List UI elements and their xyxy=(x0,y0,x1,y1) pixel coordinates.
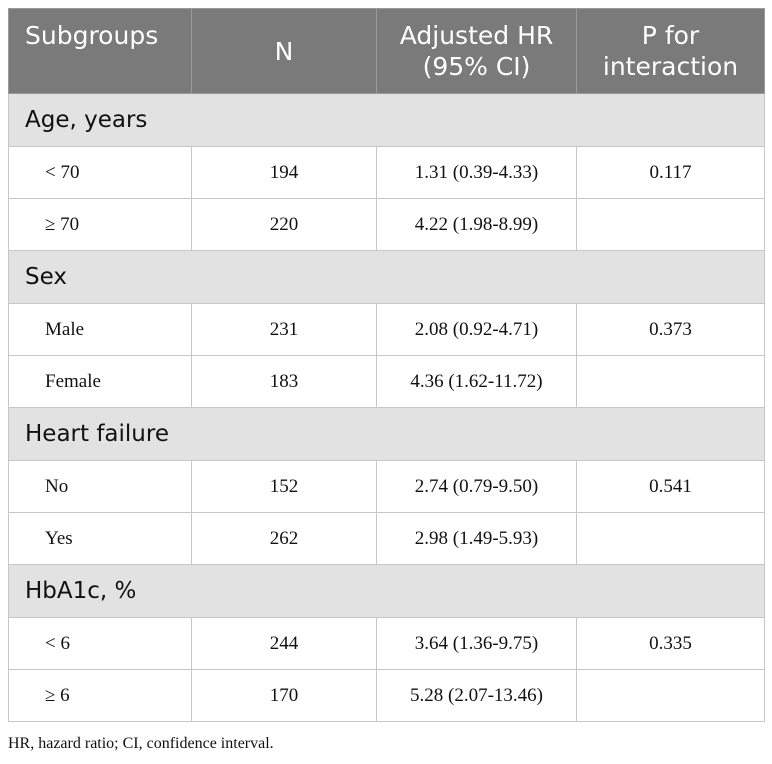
cell-subgroup: Yes xyxy=(8,512,192,565)
cell-subgroup: No xyxy=(8,460,192,513)
table-row: No 152 2.74 (0.79-9.50) 0.541 xyxy=(8,460,765,513)
cell-subgroup: < 70 xyxy=(8,146,192,199)
table-row: ≥ 70 220 4.22 (1.98-8.99) xyxy=(8,198,765,251)
cell-hr: 2.98 (1.49-5.93) xyxy=(376,512,577,565)
cell-n: 244 xyxy=(191,617,377,670)
subgroup-table-container: Subgroups N Adjusted HR (95% CI) P for i… xyxy=(8,8,765,722)
group-row-hba1c: HbA1c, % xyxy=(8,564,765,618)
table-header-row: Subgroups N Adjusted HR (95% CI) P for i… xyxy=(8,8,765,94)
cell-hr: 5.28 (2.07-13.46) xyxy=(376,669,577,722)
cell-hr: 2.74 (0.79-9.50) xyxy=(376,460,577,513)
header-adjusted-hr-line2: (95% CI) xyxy=(422,52,531,81)
header-n: N xyxy=(191,8,377,94)
cell-subgroup: Female xyxy=(8,355,192,408)
group-label: Sex xyxy=(8,250,765,304)
header-p-interaction-line1: P for xyxy=(641,21,700,50)
header-p-interaction-line2: interaction xyxy=(602,52,739,81)
cell-n: 183 xyxy=(191,355,377,408)
group-label: Heart failure xyxy=(8,407,765,461)
group-row-heart-failure: Heart failure xyxy=(8,407,765,461)
group-row-sex: Sex xyxy=(8,250,765,304)
cell-hr: 2.08 (0.92-4.71) xyxy=(376,303,577,356)
group-label: Age, years xyxy=(8,93,765,147)
table-footnote: HR, hazard ratio; CI, confidence interva… xyxy=(8,735,274,752)
cell-p xyxy=(576,512,765,565)
cell-subgroup: Male xyxy=(8,303,192,356)
cell-p: 0.335 xyxy=(576,617,765,670)
group-row-age: Age, years xyxy=(8,93,765,147)
cell-n: 231 xyxy=(191,303,377,356)
table-row: Yes 262 2.98 (1.49-5.93) xyxy=(8,512,765,565)
cell-hr: 3.64 (1.36-9.75) xyxy=(376,617,577,670)
cell-n: 152 xyxy=(191,460,377,513)
cell-p xyxy=(576,669,765,722)
subgroup-analysis-table: Subgroups N Adjusted HR (95% CI) P for i… xyxy=(8,8,765,722)
cell-n: 170 xyxy=(191,669,377,722)
table-row: Female 183 4.36 (1.62-11.72) xyxy=(8,355,765,408)
table-row: < 70 194 1.31 (0.39-4.33) 0.117 xyxy=(8,146,765,199)
cell-n: 220 xyxy=(191,198,377,251)
header-adjusted-hr-line1: Adjusted HR xyxy=(399,21,554,50)
cell-p xyxy=(576,198,765,251)
cell-p xyxy=(576,355,765,408)
header-p-interaction: P for interaction xyxy=(576,8,765,94)
cell-subgroup: < 6 xyxy=(8,617,192,670)
cell-hr: 1.31 (0.39-4.33) xyxy=(376,146,577,199)
cell-n: 194 xyxy=(191,146,377,199)
group-label: HbA1c, % xyxy=(8,564,765,618)
header-adjusted-hr: Adjusted HR (95% CI) xyxy=(376,8,577,94)
cell-hr: 4.22 (1.98-8.99) xyxy=(376,198,577,251)
cell-p: 0.373 xyxy=(576,303,765,356)
table-row: Male 231 2.08 (0.92-4.71) 0.373 xyxy=(8,303,765,356)
cell-subgroup: ≥ 6 xyxy=(8,669,192,722)
cell-p: 0.541 xyxy=(576,460,765,513)
cell-hr: 4.36 (1.62-11.72) xyxy=(376,355,577,408)
table-row: ≥ 6 170 5.28 (2.07-13.46) xyxy=(8,669,765,722)
header-subgroups: Subgroups xyxy=(8,8,192,94)
cell-p: 0.117 xyxy=(576,146,765,199)
cell-subgroup: ≥ 70 xyxy=(8,198,192,251)
cell-n: 262 xyxy=(191,512,377,565)
table-row: < 6 244 3.64 (1.36-9.75) 0.335 xyxy=(8,617,765,670)
